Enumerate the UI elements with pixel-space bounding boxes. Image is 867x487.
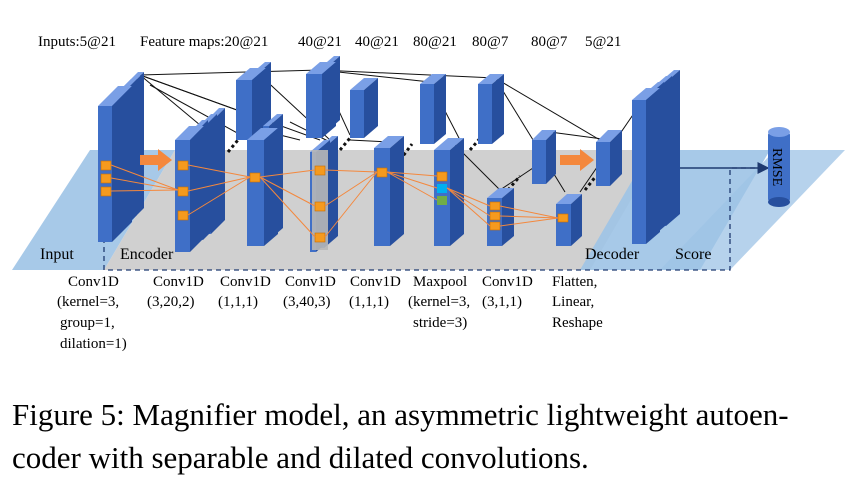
figure-caption: Figure 5: Magnifier model, an asymmetric… <box>12 393 857 479</box>
dim-label: 80@21 <box>413 34 457 50</box>
svg-text:group=1,: group=1, <box>60 315 115 331</box>
svg-text:(3,1,1): (3,1,1) <box>482 294 522 310</box>
svg-text:Conv1D: Conv1D <box>350 274 401 290</box>
caption-line: coder with separable and dilated convolu… <box>12 440 589 475</box>
dim-label: 80@7 <box>472 34 509 50</box>
svg-text:Maxpool: Maxpool <box>413 274 467 290</box>
svg-text:Flatten,: Flatten, <box>552 274 597 290</box>
svg-text:Conv1D: Conv1D <box>153 274 204 290</box>
svg-text:Linear,: Linear, <box>552 294 594 310</box>
decoder-pre-block <box>596 130 622 186</box>
rmse-cylinder: RMSE <box>768 127 790 207</box>
header-labels: Inputs:5@21 Feature maps:20@21 40@21 40@… <box>38 34 621 50</box>
svg-text:(1,1,1): (1,1,1) <box>218 294 258 310</box>
svg-text:Conv1D: Conv1D <box>220 274 271 290</box>
upper-small-block <box>532 130 556 184</box>
encoder-dashed-border <box>103 238 731 271</box>
conv-block <box>374 136 404 246</box>
svg-text:(1,1,1): (1,1,1) <box>349 294 389 310</box>
inputs-label: Inputs:5@21 <box>38 34 116 50</box>
svg-text:(kernel=3,: (kernel=3, <box>408 294 470 310</box>
dim-label: 80@7 <box>531 34 568 50</box>
layer-description-8: Flatten, Linear, Reshape <box>552 274 603 331</box>
decoder-block-stack <box>632 70 680 244</box>
layer-description-6: Maxpool (kernel=3, stride=3) <box>408 274 470 331</box>
dim-label: 5@21 <box>585 34 621 50</box>
upper-block-3 <box>350 78 378 138</box>
maxpool-markers <box>437 184 447 205</box>
dim-label: 40@21 <box>298 34 342 50</box>
layer-descriptions: Conv1D (kernel=3, group=1, dilation=1) C… <box>57 274 603 352</box>
svg-text:stride=3): stride=3) <box>413 315 467 331</box>
flow-arrows <box>140 149 594 171</box>
dotted-separators <box>226 135 598 191</box>
svg-text:dilation=1): dilation=1) <box>60 336 127 352</box>
upper-block-5 <box>478 74 504 144</box>
svg-text:(3,40,3): (3,40,3) <box>283 294 331 310</box>
svg-text:(kernel=3,: (kernel=3, <box>57 294 119 310</box>
svg-text:Conv1D: Conv1D <box>285 274 336 290</box>
rmse-label: RMSE <box>769 148 784 186</box>
encoder-region-label: Encoder <box>120 246 174 263</box>
upper-block-stack <box>236 62 271 140</box>
layer-description-2: Conv1D (3,20,2) <box>147 274 204 310</box>
svg-text:(3,20,2): (3,20,2) <box>147 294 195 310</box>
region-labels: Input Encoder Decoder Score <box>40 246 711 263</box>
svg-text:Reshape: Reshape <box>552 315 603 331</box>
decoder-region-label: Decoder <box>585 246 640 263</box>
upper-block-4 <box>420 74 446 144</box>
encoder-arrow <box>140 149 172 171</box>
upper-block-stack-2 <box>306 56 340 138</box>
kernel-connections <box>110 164 559 238</box>
layer-description-4: Conv1D (3,40,3) <box>283 274 336 310</box>
caption-line: Figure 5: Magnifier model, an asymmetric… <box>12 397 789 432</box>
svg-text:Conv1D: Conv1D <box>68 274 119 290</box>
feature-maps-label: Feature maps:20@21 <box>140 34 268 50</box>
svg-text:Conv1D: Conv1D <box>482 274 533 290</box>
score-plane <box>660 150 845 270</box>
layer-description-3: Conv1D (1,1,1) <box>218 274 271 310</box>
layer-description-7: Conv1D (3,1,1) <box>482 274 533 310</box>
input-block-stack <box>98 72 144 242</box>
score-region-label: Score <box>675 246 711 263</box>
input-region-label: Input <box>40 246 74 263</box>
layer-description-1: Conv1D (kernel=3, group=1, dilation=1) <box>57 274 127 352</box>
architecture-diagram: Inputs:5@21 Feature maps:20@21 40@21 40@… <box>12 34 845 352</box>
kernel-markers <box>100 160 569 243</box>
layer-description-5: Conv1D (1,1,1) <box>349 274 401 310</box>
dim-label: 40@21 <box>355 34 399 50</box>
decoder-arrow <box>560 149 594 171</box>
